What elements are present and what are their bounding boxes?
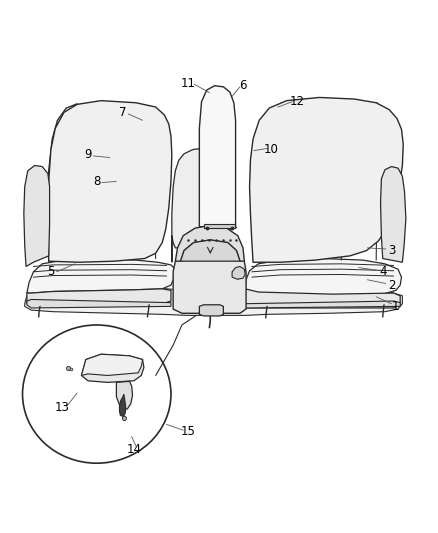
Polygon shape [24, 165, 49, 266]
Polygon shape [381, 166, 406, 262]
Polygon shape [27, 289, 171, 305]
Ellipse shape [22, 325, 171, 463]
Polygon shape [117, 381, 133, 409]
Text: 2: 2 [388, 279, 395, 292]
Text: 13: 13 [54, 401, 69, 414]
Text: 15: 15 [181, 425, 196, 438]
Polygon shape [199, 305, 223, 316]
Text: 9: 9 [84, 148, 92, 161]
Text: 11: 11 [181, 77, 196, 90]
Text: 10: 10 [264, 143, 279, 156]
Text: 5: 5 [47, 265, 55, 278]
Polygon shape [245, 301, 400, 308]
Polygon shape [250, 98, 403, 262]
Text: 4: 4 [379, 265, 386, 278]
Text: 3: 3 [388, 244, 395, 257]
Text: 8: 8 [93, 175, 100, 188]
Polygon shape [180, 240, 240, 261]
Polygon shape [245, 289, 400, 308]
Polygon shape [232, 266, 245, 279]
Polygon shape [48, 101, 172, 262]
Polygon shape [175, 225, 244, 261]
Polygon shape [199, 86, 236, 227]
Text: 1: 1 [392, 300, 399, 313]
Polygon shape [25, 288, 403, 316]
Polygon shape [173, 245, 246, 313]
Text: 14: 14 [126, 443, 141, 456]
Polygon shape [81, 354, 143, 375]
Polygon shape [204, 224, 235, 228]
Polygon shape [27, 300, 171, 308]
Text: 12: 12 [290, 95, 305, 108]
Polygon shape [172, 149, 231, 262]
Text: 6: 6 [239, 79, 247, 92]
Polygon shape [245, 259, 402, 296]
Polygon shape [120, 394, 126, 416]
Text: 7: 7 [119, 106, 127, 119]
Polygon shape [27, 259, 175, 293]
Polygon shape [81, 354, 144, 382]
